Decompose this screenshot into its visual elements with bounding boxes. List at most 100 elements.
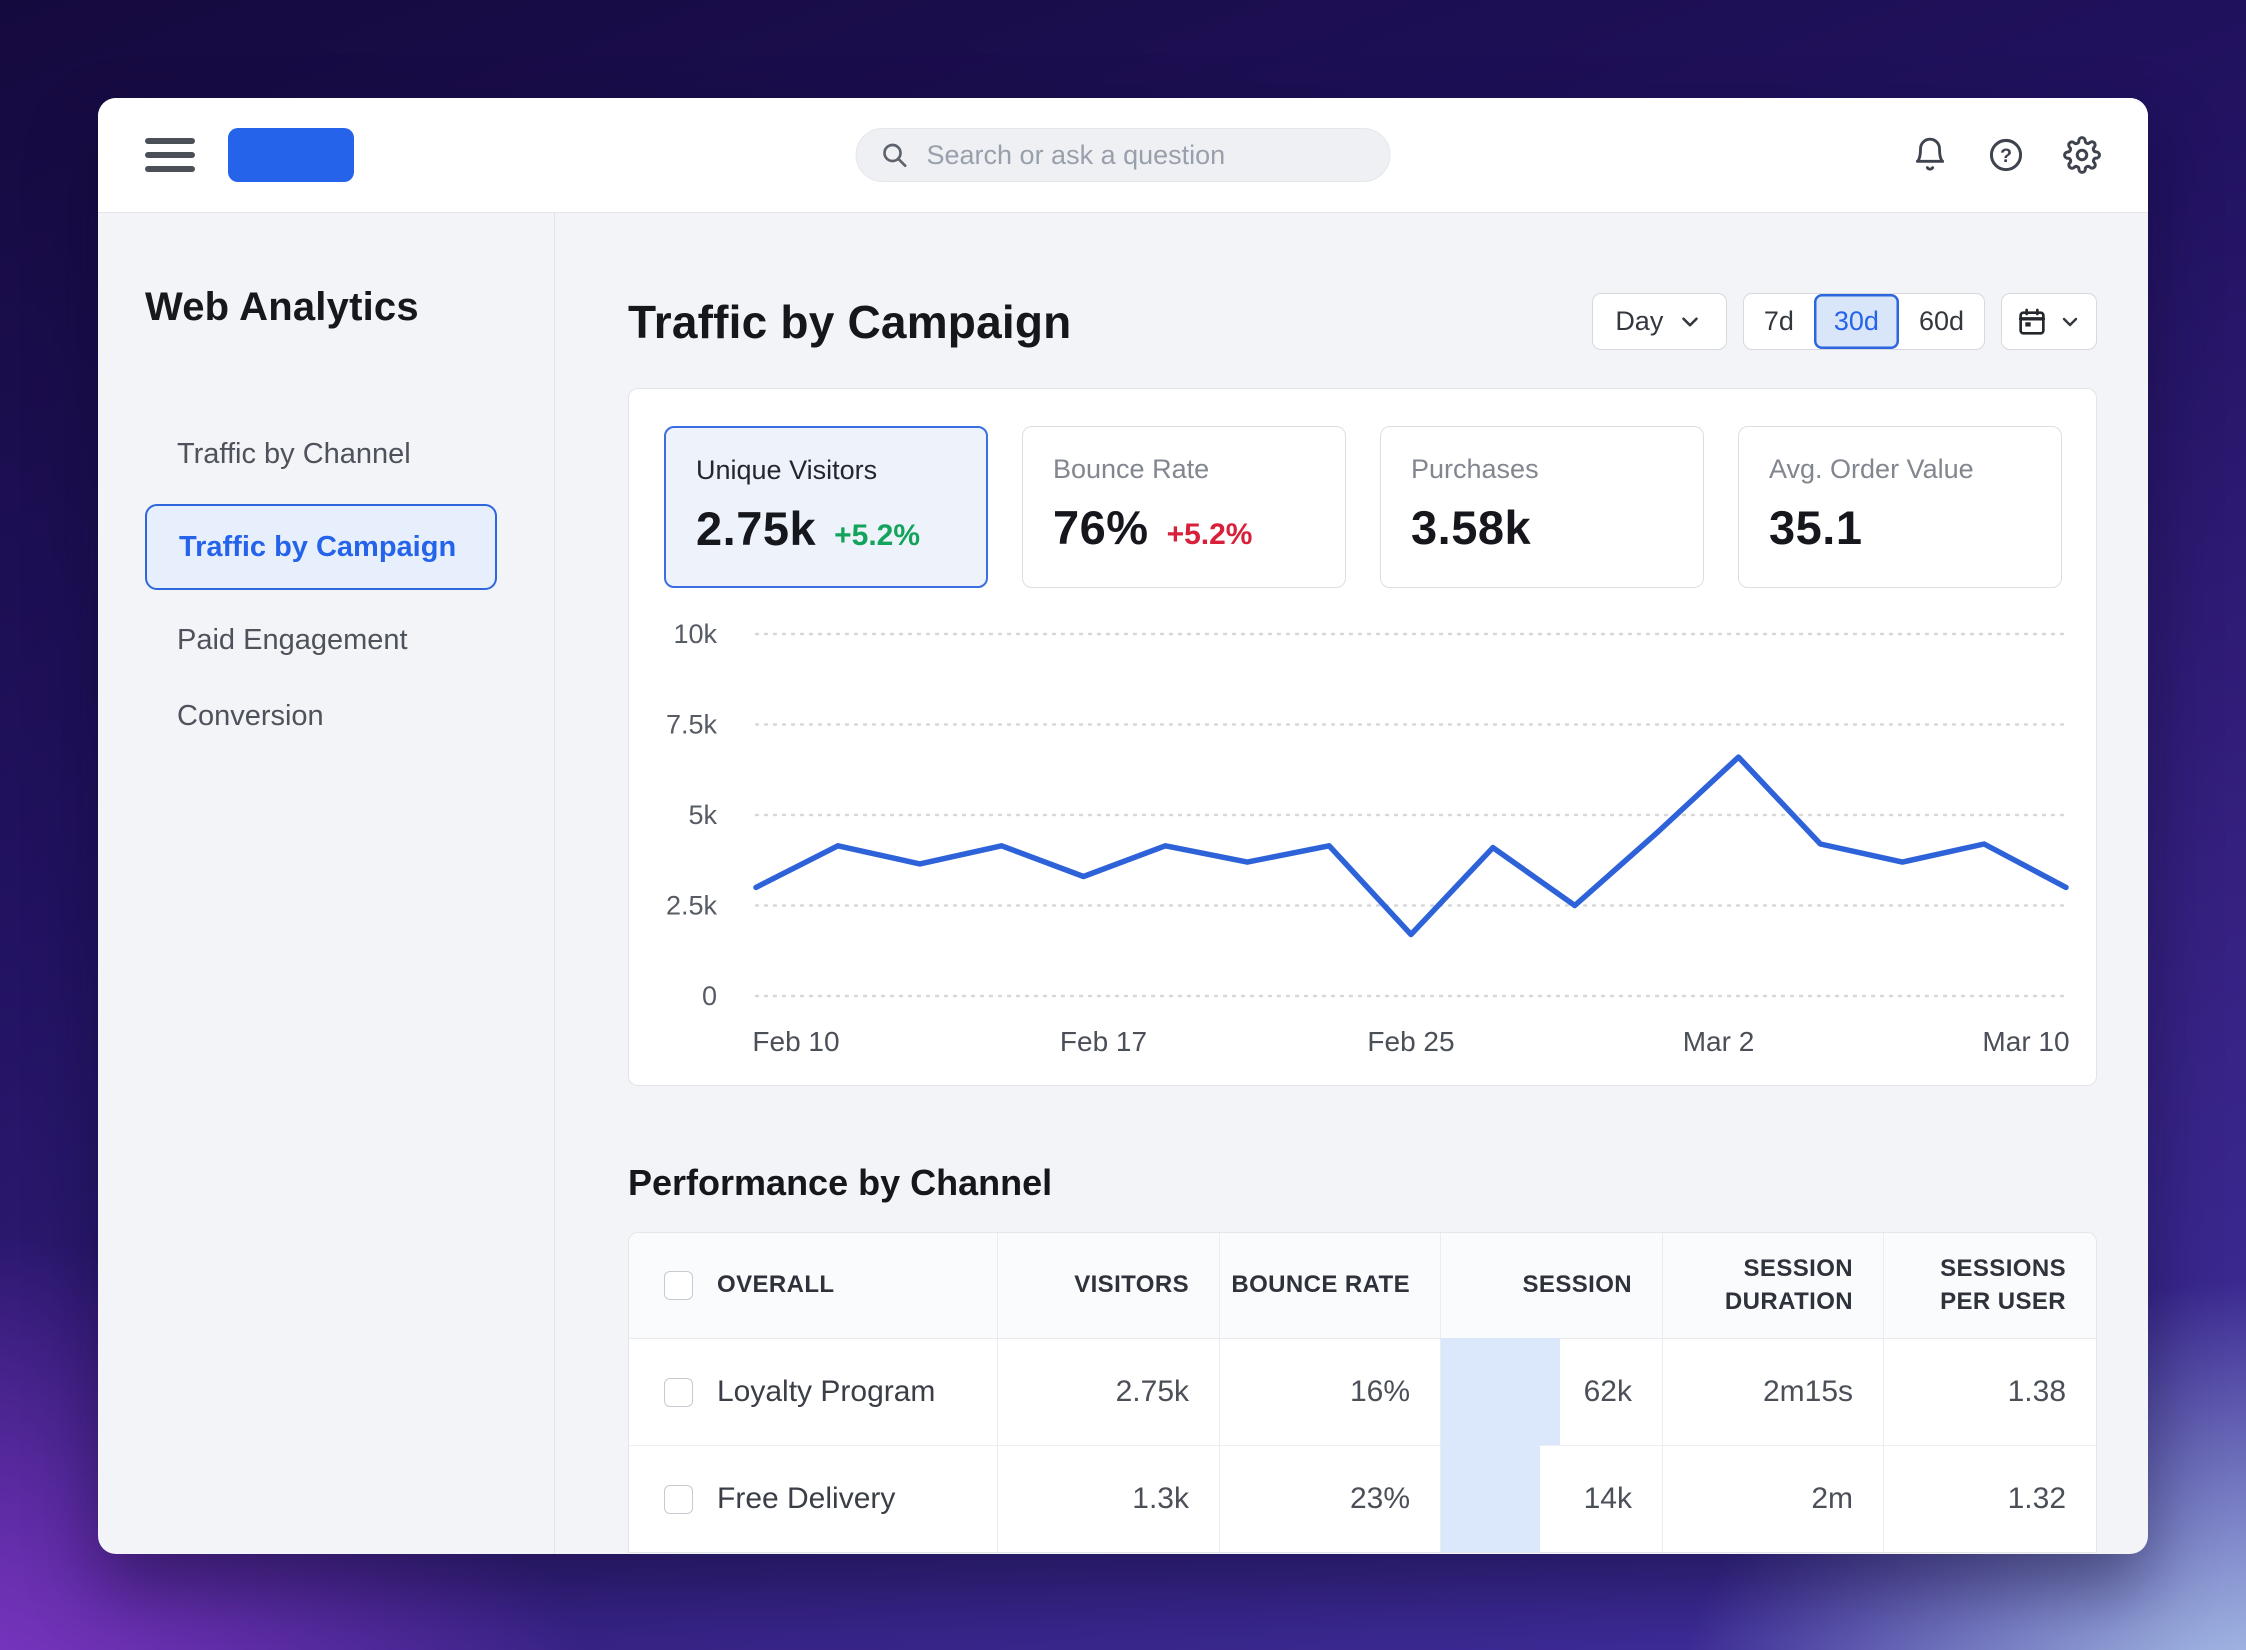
stat-value-row: 2.75k +5.2% xyxy=(696,501,956,556)
sidebar-item-traffic-by-channel[interactable]: Traffic by Channel xyxy=(177,437,411,470)
cell-session: 14k xyxy=(1440,1446,1662,1552)
sidebar-item-conversion[interactable]: Conversion xyxy=(177,699,324,732)
col-header-sessions-per-user: SESSIONS PER USER xyxy=(1883,1233,2096,1338)
stat-label: Unique Visitors xyxy=(696,455,878,485)
svg-text:?: ? xyxy=(2000,145,2012,167)
stat-value: 35.1 xyxy=(1769,501,1863,554)
header-controls: Day 7d 30d 60d xyxy=(1591,293,2097,350)
col-header-session-duration: SESSION DURATION xyxy=(1662,1233,1883,1338)
sidebar-nav: Traffic by Channel Traffic by Campaign Pai… xyxy=(145,416,497,754)
range-button-60d[interactable]: 60d xyxy=(1899,294,1984,349)
stat-value-row: 3.58k xyxy=(1411,500,1673,555)
date-range-picker-button[interactable] xyxy=(2001,293,2097,350)
col-header-label: SESSION DURATION xyxy=(1724,1255,1853,1315)
stat-card-avg-order-value[interactable]: Avg. Order Value 35.1 xyxy=(1738,426,2062,588)
cell-visitors: 2.75k xyxy=(997,1339,1219,1445)
search-bar[interactable] xyxy=(855,128,1391,182)
cell-bounce-rate: 16% xyxy=(1219,1339,1440,1445)
col-header-label: VISITORS xyxy=(1074,1271,1189,1299)
cell-sessions-per-user: 1.38 xyxy=(1883,1339,2096,1445)
main-panel: Traffic by Campaign Day 7d 30d 60d xyxy=(555,213,2148,1554)
hamburger-menu-icon[interactable] xyxy=(145,130,195,180)
row-name-label: Free Delivery xyxy=(717,1482,896,1515)
cell-visitors: 1.3k xyxy=(997,1446,1219,1552)
col-header-overall: OVERALL xyxy=(629,1233,997,1338)
sidebar: Web Analytics Traffic by Channel Traffic … xyxy=(98,213,555,1554)
x-axis-tick: Feb 25 xyxy=(1367,1026,1454,1057)
row-name-label: Loyalty Program xyxy=(717,1375,936,1408)
range-button-30d[interactable]: 30d xyxy=(1813,294,1899,349)
stat-value: 2.75k xyxy=(696,502,817,555)
sidebar-item-traffic-by-campaign[interactable]: Traffic by Campaign xyxy=(145,504,497,590)
stat-value-row: 35.1 xyxy=(1769,500,2031,555)
stat-card-purchases[interactable]: Purchases 3.58k xyxy=(1380,426,1704,588)
help-icon[interactable]: ? xyxy=(1986,135,2026,175)
section-title: Performance by Channel xyxy=(628,1162,1053,1203)
stat-card-unique-visitors[interactable]: Unique Visitors 2.75k +5.2% xyxy=(664,426,988,588)
search-input[interactable] xyxy=(924,138,1368,172)
notification-bell-icon[interactable] xyxy=(1910,135,1950,175)
col-header-bounce-rate: BOUNCE RATE xyxy=(1219,1233,1440,1338)
cell-name: Loyalty Program xyxy=(629,1339,997,1445)
range-segmented: 7d 30d 60d xyxy=(1742,293,1985,350)
granularity-label: Day xyxy=(1615,306,1664,336)
stat-value: 76% xyxy=(1053,501,1149,554)
col-header-visitors: VISITORS xyxy=(997,1233,1219,1338)
traffic-line-chart: 10k 7.5k 5k 2.5k 0 Feb 10 Feb 17 Feb 25 Mar 2 Mar… xyxy=(666,619,2070,1057)
y-axis-tick: 2.5k xyxy=(666,891,718,921)
x-axis-tick: Feb 17 xyxy=(1060,1026,1147,1057)
range-button-7d[interactable]: 7d xyxy=(1744,294,1814,349)
session-highlight-band xyxy=(1440,1445,1540,1552)
sidebar-item-paid-engagement[interactable]: Paid Engagement xyxy=(177,623,408,656)
cell-session-duration: 2m xyxy=(1662,1446,1883,1552)
table-row-loyalty-program: Loyalty Program 2.75k 16% 62k 2m15s 1.38 xyxy=(629,1338,2096,1445)
stat-card-bounce-rate[interactable]: Bounce Rate 76% +5.2% xyxy=(1022,426,1346,588)
x-axis-tick: Mar 2 xyxy=(1683,1026,1755,1057)
stat-delta: +5.2% xyxy=(1166,518,1253,551)
col-header-label: SESSION xyxy=(1522,1271,1632,1299)
stat-label: Bounce Rate xyxy=(1053,454,1210,484)
sidebar-title: Web Analytics xyxy=(145,285,419,329)
table-row-free-delivery: Free Delivery 1.3k 23% 14k 2m 1.32 xyxy=(629,1445,2096,1552)
page-title: Traffic by Campaign xyxy=(628,295,1072,348)
search-icon xyxy=(883,143,907,167)
chevron-down-icon xyxy=(2062,317,2078,326)
top-bar: ? xyxy=(98,98,2148,213)
cell-session: 62k xyxy=(1440,1339,1662,1445)
cell-session-duration: 2m15s xyxy=(1662,1339,1883,1445)
top-icons: ? xyxy=(1910,135,2102,175)
granularity-select[interactable]: Day xyxy=(1591,293,1727,350)
cell-bounce-rate: 23% xyxy=(1219,1446,1440,1552)
row-checkbox[interactable] xyxy=(664,1377,693,1407)
stat-delta: +5.2% xyxy=(834,519,921,552)
y-axis-tick: 10k xyxy=(673,619,717,649)
y-axis-tick: 7.5k xyxy=(666,710,718,740)
app-window: ? Web Analytics Traffic by ChannelTraffi… xyxy=(98,98,2148,1554)
y-axis-tick: 0 xyxy=(702,981,717,1011)
calendar-icon xyxy=(2018,308,2046,335)
cell-name: Free Delivery xyxy=(629,1446,997,1552)
stat-label: Avg. Order Value xyxy=(1769,454,1974,484)
x-axis-tick: Mar 10 xyxy=(1982,1026,2069,1057)
brand-logo[interactable] xyxy=(228,128,354,182)
chevron-down-icon xyxy=(1682,316,1699,327)
chart-line-series xyxy=(753,754,2069,938)
col-header-label: BOUNCE RATE xyxy=(1231,1271,1410,1299)
row-checkbox[interactable] xyxy=(664,1484,693,1514)
table-header-row: OVERALL VISITORS BOUNCE RATE SESSION SESSION… xyxy=(629,1233,2096,1339)
y-axis-tick: 5k xyxy=(688,800,717,830)
settings-gear-icon[interactable] xyxy=(2062,135,2102,175)
select-all-checkbox[interactable] xyxy=(664,1271,693,1300)
traffic-chart-card: Unique Visitors 2.75k +5.2% Bounce Rate 76% +… xyxy=(628,388,2097,1086)
col-header-label: SESSIONS PER USER xyxy=(1940,1255,2066,1315)
session-highlight-band xyxy=(1440,1338,1560,1445)
stat-value: 3.58k xyxy=(1411,501,1532,554)
col-header-session: SESSION xyxy=(1440,1233,1662,1338)
performance-table: OVERALL VISITORS BOUNCE RATE SESSION SESSION… xyxy=(628,1232,2097,1553)
x-axis-tick: Feb 10 xyxy=(752,1026,839,1057)
stat-value-row: 76% +5.2% xyxy=(1053,500,1315,555)
col-header-label: OVERALL xyxy=(717,1271,835,1299)
cell-sessions-per-user: 1.32 xyxy=(1883,1446,2096,1552)
stat-cards: Unique Visitors 2.75k +5.2% Bounce Rate 76% +… xyxy=(664,426,2062,588)
